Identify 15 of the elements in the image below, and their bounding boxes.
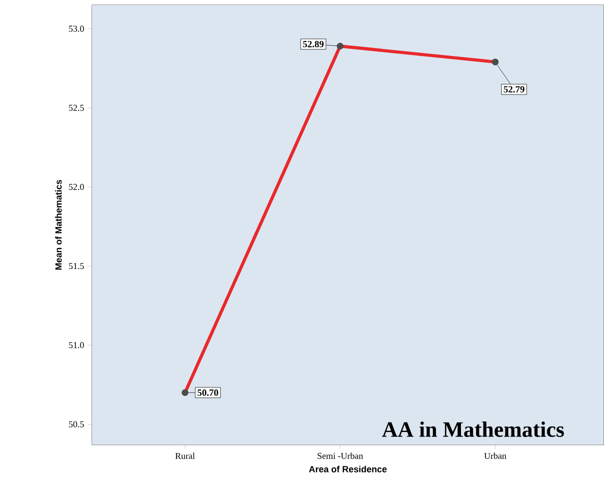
x-tick-label: Urban <box>484 452 506 460</box>
y-tick-label: 50.5 <box>69 421 84 428</box>
annotation: AA in Mathematics <box>382 422 564 438</box>
y-tick-label: 52.5 <box>69 104 84 111</box>
y-tick-label: 51.0 <box>69 342 84 348</box>
data-label: 52.79 <box>504 86 524 93</box>
x-axis-title: Area of Residence <box>309 466 387 472</box>
x-tick-label: Semi -Urban <box>318 452 364 460</box>
y-tick-label: 51.5 <box>69 263 84 270</box>
y-axis-title: Mean of Mathematics <box>55 180 62 270</box>
data-label: 52.89 <box>303 40 324 48</box>
y-tick-label: 52.0 <box>69 184 84 190</box>
data-label: 50.70 <box>198 389 218 396</box>
x-tick-label: Rural <box>175 452 195 460</box>
y-tick-label: 53.0 <box>69 26 84 32</box>
